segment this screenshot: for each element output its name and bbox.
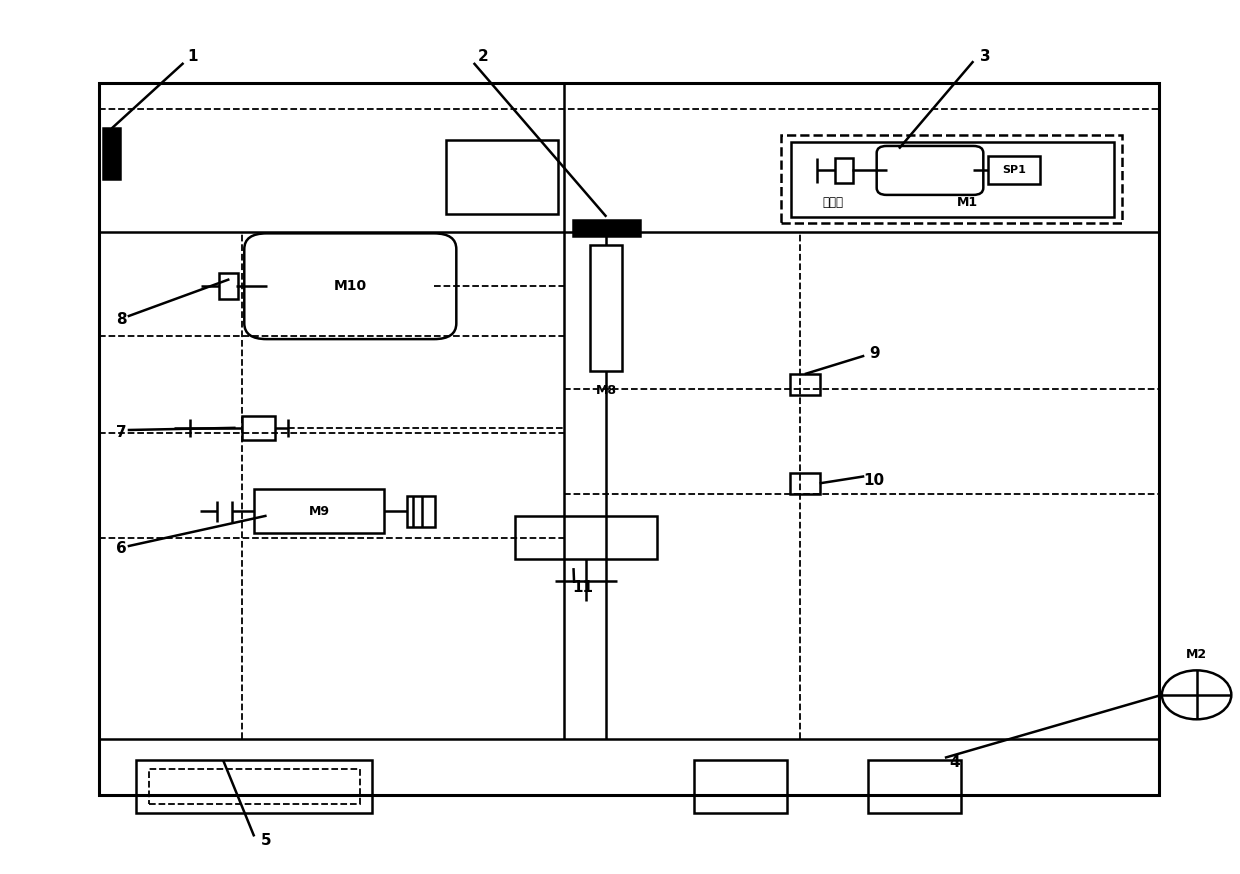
Bar (136, 760, 372, 813)
Text: 3: 3 (981, 49, 991, 65)
Text: 液压站: 液压站 (822, 197, 843, 209)
Text: 11: 11 (573, 579, 593, 595)
Bar (149, 769, 360, 804)
Text: M10: M10 (334, 279, 367, 294)
Text: 6: 6 (117, 541, 126, 557)
Text: M9: M9 (309, 505, 330, 517)
Text: M8: M8 (596, 385, 616, 397)
Text: 4: 4 (950, 754, 960, 770)
Bar (515, 516, 657, 559)
Text: M1: M1 (956, 197, 978, 209)
Bar (407, 496, 435, 527)
Text: 5: 5 (262, 833, 272, 849)
Text: 9: 9 (869, 346, 879, 362)
Bar (791, 142, 1114, 217)
Bar (835, 158, 853, 183)
Bar (590, 245, 622, 371)
Bar (99, 83, 1159, 795)
Bar (254, 489, 384, 533)
Text: 8: 8 (117, 311, 126, 327)
Bar (988, 156, 1040, 184)
Bar (790, 374, 820, 395)
Text: 2: 2 (479, 49, 489, 65)
Text: M2: M2 (1185, 649, 1208, 661)
Bar (790, 473, 820, 494)
Bar (573, 220, 640, 236)
Text: SP1: SP1 (1002, 165, 1027, 176)
Bar (446, 140, 558, 214)
Bar (242, 416, 275, 440)
Bar (219, 273, 238, 299)
Bar (103, 128, 120, 179)
Bar (781, 135, 1122, 223)
Text: 7: 7 (117, 425, 126, 440)
Bar (694, 760, 787, 813)
Bar (868, 760, 961, 813)
Text: 1: 1 (187, 49, 197, 65)
Text: 10: 10 (863, 473, 885, 489)
